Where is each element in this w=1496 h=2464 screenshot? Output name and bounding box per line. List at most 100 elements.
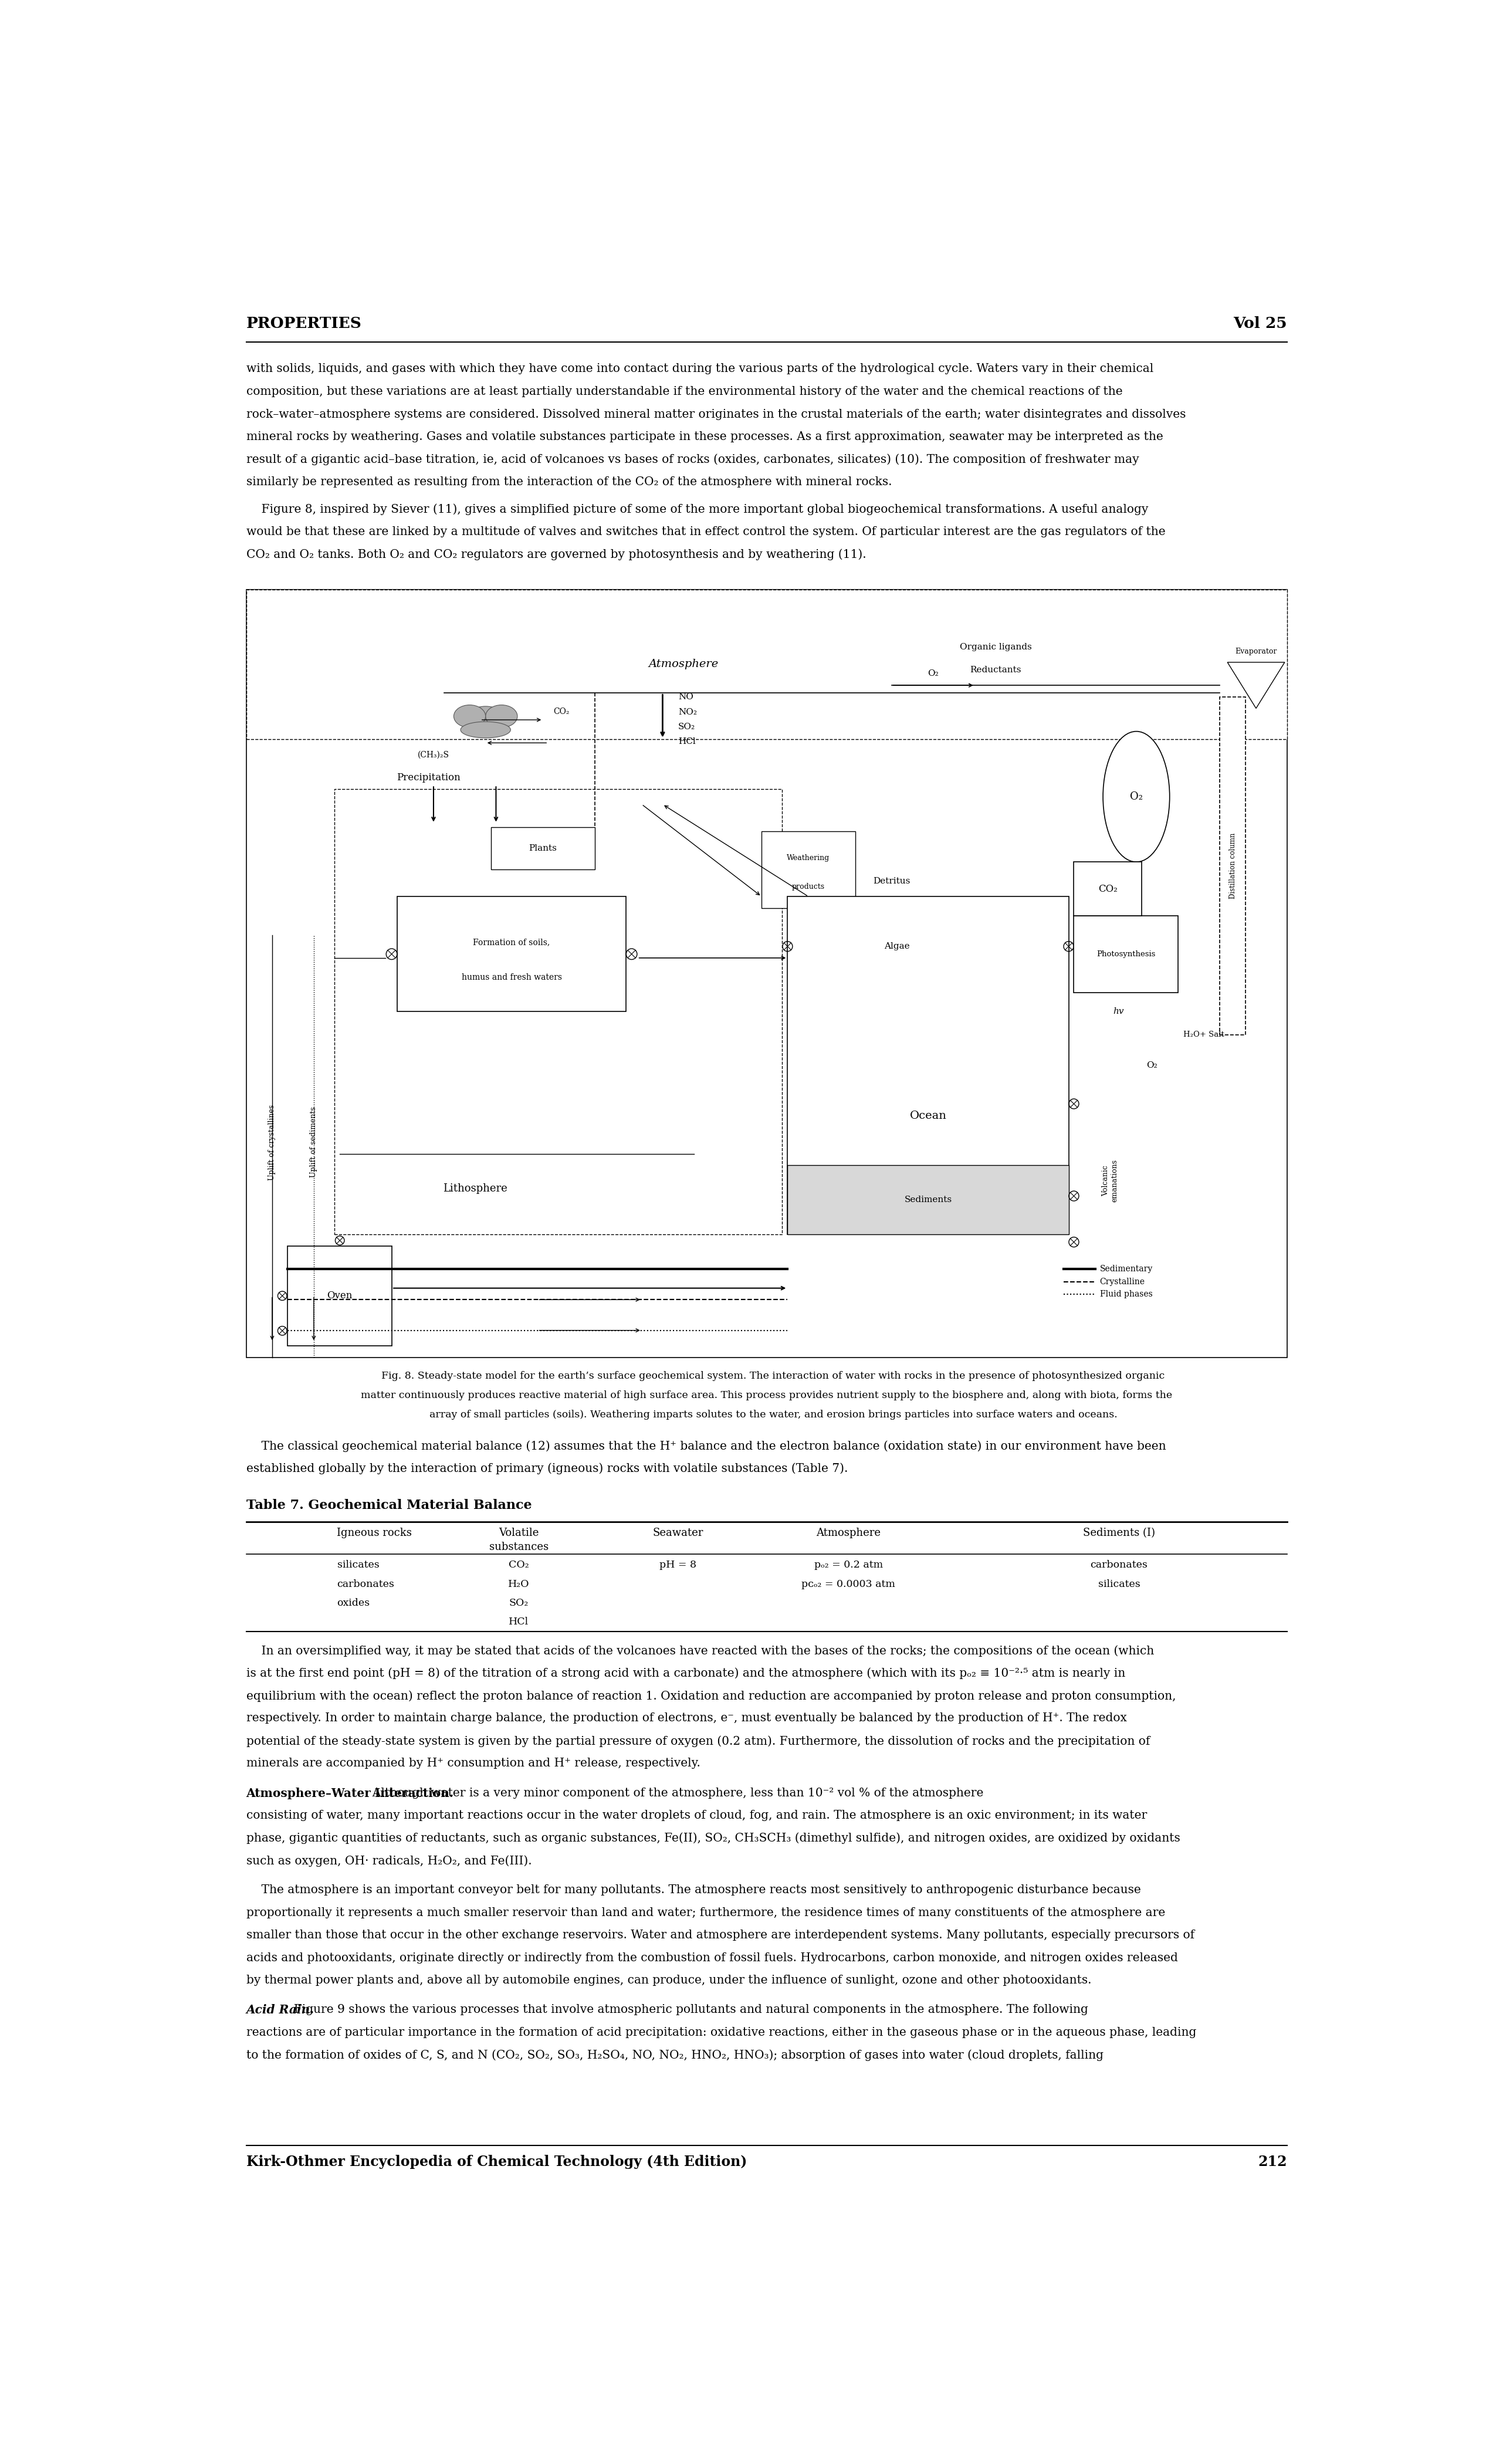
Bar bbox=[247, 589, 1287, 739]
Text: Volcanic
emanations: Volcanic emanations bbox=[1103, 1158, 1119, 1202]
Polygon shape bbox=[1227, 663, 1285, 707]
Text: Sediments: Sediments bbox=[904, 1195, 951, 1205]
Text: Organic ligands: Organic ligands bbox=[960, 643, 1032, 650]
Text: Atmosphere: Atmosphere bbox=[648, 658, 718, 670]
Bar bbox=[396, 897, 627, 1013]
Text: CO₂ and O₂ tanks. Both O₂ and CO₂ regulators are governed by photosynthesis and : CO₂ and O₂ tanks. Both O₂ and CO₂ regula… bbox=[247, 549, 866, 559]
Text: O₂: O₂ bbox=[928, 670, 939, 678]
Text: carbonates: carbonates bbox=[1091, 1560, 1147, 1570]
Text: CO₂: CO₂ bbox=[1098, 885, 1118, 894]
Text: Distillation column: Distillation column bbox=[1228, 833, 1237, 899]
Text: pH = 8: pH = 8 bbox=[660, 1560, 697, 1570]
Text: Oven: Oven bbox=[328, 1291, 353, 1301]
Text: Uplift of sediments: Uplift of sediments bbox=[310, 1106, 317, 1178]
Text: composition, but these variations are at least partially understandable if the e: composition, but these variations are at… bbox=[247, 387, 1122, 397]
Text: The atmosphere is an important conveyor belt for many pollutants. The atmosphere: The atmosphere is an important conveyor … bbox=[247, 1885, 1140, 1895]
Text: Atmosphere–Water Interaction.: Atmosphere–Water Interaction. bbox=[247, 1786, 453, 1799]
Text: reactions are of particular importance in the formation of acid precipitation: o: reactions are of particular importance i… bbox=[247, 2028, 1197, 2038]
Text: PROPERTIES: PROPERTIES bbox=[247, 315, 362, 330]
Bar bbox=[1219, 697, 1246, 1035]
Text: Seawater: Seawater bbox=[652, 1528, 703, 1538]
Text: The classical geochemical material balance (12) assumes that the H⁺ balance and : The classical geochemical material balan… bbox=[247, 1441, 1165, 1451]
Text: minerals are accompanied by H⁺ consumption and H⁺ release, respectively.: minerals are accompanied by H⁺ consumpti… bbox=[247, 1757, 700, 1769]
Text: Table 7. Geochemical Material Balance: Table 7. Geochemical Material Balance bbox=[247, 1498, 531, 1513]
Text: oxides: oxides bbox=[337, 1599, 370, 1609]
Text: by thermal power plants and, above all by automobile engines, can produce, under: by thermal power plants and, above all b… bbox=[247, 1974, 1091, 1986]
Text: Igneous rocks: Igneous rocks bbox=[337, 1528, 411, 1538]
Text: Acid Rain.: Acid Rain. bbox=[247, 2003, 314, 2016]
Text: Reductants: Reductants bbox=[969, 665, 1022, 675]
Text: mineral rocks by weathering. Gases and volatile substances participate in these : mineral rocks by weathering. Gases and v… bbox=[247, 431, 1162, 444]
Text: is at the first end point (pH = 8) of the titration of a strong acid with a carb: is at the first end point (pH = 8) of th… bbox=[247, 1668, 1125, 1678]
Text: NO₂: NO₂ bbox=[678, 707, 697, 717]
Text: In an oversimplified way, it may be stated that acids of the volcanoes have reac: In an oversimplified way, it may be stat… bbox=[247, 1646, 1153, 1656]
Text: Precipitation: Precipitation bbox=[396, 774, 461, 784]
Text: Photosynthesis: Photosynthesis bbox=[1097, 951, 1155, 958]
Ellipse shape bbox=[461, 722, 510, 737]
Text: CO₂: CO₂ bbox=[554, 707, 570, 717]
Bar bbox=[787, 1165, 1068, 1234]
Text: Volatile: Volatile bbox=[498, 1528, 539, 1538]
Text: CO₂: CO₂ bbox=[509, 1560, 530, 1570]
Text: to the formation of oxides of C, S, and N (CO₂, SO₂, SO₃, H₂SO₄, NO, NO₂, HNO₂, : to the formation of oxides of C, S, and … bbox=[247, 2050, 1103, 2060]
Text: potential of the steady-state system is given by the partial pressure of oxygen : potential of the steady-state system is … bbox=[247, 1735, 1150, 1747]
Ellipse shape bbox=[1103, 732, 1170, 862]
Bar bbox=[1074, 862, 1141, 917]
Bar bbox=[761, 830, 856, 909]
Bar bbox=[335, 788, 782, 1234]
Text: acids and photooxidants, originate directly or indirectly from the combustion of: acids and photooxidants, originate direc… bbox=[247, 1951, 1177, 1964]
Text: such as oxygen, OH· radicals, H₂O₂, and Fe(III).: such as oxygen, OH· radicals, H₂O₂, and … bbox=[247, 1855, 531, 1868]
Text: Sedimentary: Sedimentary bbox=[1100, 1264, 1153, 1274]
Text: established globally by the interaction of primary (igneous) rocks with volatile: established globally by the interaction … bbox=[247, 1464, 848, 1473]
Text: O₂: O₂ bbox=[1129, 791, 1143, 801]
Text: array of small particles (soils). Weathering imparts solutes to the water, and e: array of small particles (soils). Weathe… bbox=[416, 1409, 1118, 1419]
Text: O₂: O₂ bbox=[1146, 1062, 1158, 1069]
Text: Plants: Plants bbox=[528, 845, 557, 853]
Text: silicates: silicates bbox=[337, 1560, 378, 1570]
Text: Sediments (I): Sediments (I) bbox=[1083, 1528, 1155, 1538]
Text: products: products bbox=[791, 882, 824, 890]
Text: Ocean: Ocean bbox=[910, 1111, 947, 1121]
Ellipse shape bbox=[465, 707, 506, 734]
Text: SO₂: SO₂ bbox=[509, 1599, 528, 1609]
Text: pₒ₂ = 0.2 atm: pₒ₂ = 0.2 atm bbox=[814, 1560, 883, 1570]
Bar bbox=[491, 828, 595, 870]
Text: silicates: silicates bbox=[1098, 1579, 1140, 1589]
Text: carbonates: carbonates bbox=[337, 1579, 395, 1589]
Text: Evaporator: Evaporator bbox=[1236, 648, 1278, 655]
Text: result of a gigantic acid–base titration, ie, acid of volcanoes vs bases of rock: result of a gigantic acid–base titration… bbox=[247, 453, 1138, 466]
Text: H₂O: H₂O bbox=[509, 1579, 530, 1589]
Text: with solids, liquids, and gases with which they have come into contact during th: with solids, liquids, and gases with whi… bbox=[247, 362, 1153, 375]
Text: Figure 9 shows the various processes that involve atmospheric pollutants and nat: Figure 9 shows the various processes tha… bbox=[286, 2003, 1088, 2016]
Text: 212: 212 bbox=[1258, 2154, 1287, 2168]
Text: proportionally it represents a much smaller reservoir than land and water; furth: proportionally it represents a much smal… bbox=[247, 1907, 1165, 1917]
Text: would be that these are linked by a multitude of valves and switches that in eff: would be that these are linked by a mult… bbox=[247, 525, 1165, 537]
Text: Atmosphere: Atmosphere bbox=[817, 1528, 881, 1538]
Text: smaller than those that occur in the other exchange reservoirs. Water and atmosp: smaller than those that occur in the oth… bbox=[247, 1929, 1194, 1942]
Text: SO₂: SO₂ bbox=[678, 722, 696, 732]
Text: humus and fresh waters: humus and fresh waters bbox=[461, 973, 562, 981]
Text: Crystalline: Crystalline bbox=[1100, 1276, 1144, 1286]
Text: consisting of water, many important reactions occur in the water droplets of clo: consisting of water, many important reac… bbox=[247, 1811, 1147, 1821]
Text: pᴄₒ₂ = 0.0003 atm: pᴄₒ₂ = 0.0003 atm bbox=[802, 1579, 896, 1589]
Text: (CH₃)₂S: (CH₃)₂S bbox=[417, 752, 449, 759]
Text: Fluid phases: Fluid phases bbox=[1100, 1291, 1152, 1299]
Text: hv: hv bbox=[1113, 1008, 1123, 1015]
Text: similarly be represented as resulting from the interaction of the CO₂ of the atm: similarly be represented as resulting fr… bbox=[247, 476, 892, 488]
Text: matter continuously produces reactive material of high surface area. This proces: matter continuously produces reactive ma… bbox=[361, 1390, 1173, 1400]
Text: phase, gigantic quantities of reductants, such as organic substances, Fe(II), SO: phase, gigantic quantities of reductants… bbox=[247, 1833, 1180, 1843]
Text: Vol 25: Vol 25 bbox=[1234, 315, 1287, 330]
Text: Weathering: Weathering bbox=[787, 855, 830, 862]
Text: Although water is a very minor component of the atmosphere, less than 10⁻² vol %: Although water is a very minor component… bbox=[365, 1786, 983, 1799]
Text: rock–water–atmosphere systems are considered. Dissolved mineral matter originate: rock–water–atmosphere systems are consid… bbox=[247, 409, 1185, 419]
Text: HCl: HCl bbox=[678, 737, 696, 747]
Text: Uplift of crystallines: Uplift of crystallines bbox=[268, 1104, 275, 1180]
Text: Algae: Algae bbox=[884, 941, 910, 951]
Text: Figure 8, inspired by Siever (11), gives a simplified picture of some of the mor: Figure 8, inspired by Siever (11), gives… bbox=[247, 503, 1147, 515]
Text: Formation of soils,: Formation of soils, bbox=[473, 939, 551, 946]
Ellipse shape bbox=[453, 705, 486, 727]
Text: NO: NO bbox=[678, 692, 693, 702]
Text: Fig. 8. Steady-state model for the earth’s surface geochemical system. The inter: Fig. 8. Steady-state model for the earth… bbox=[368, 1370, 1165, 1380]
Text: Kirk-Othmer Encyclopedia of Chemical Technology (4th Edition): Kirk-Othmer Encyclopedia of Chemical Tec… bbox=[247, 2154, 747, 2168]
Ellipse shape bbox=[486, 705, 518, 727]
